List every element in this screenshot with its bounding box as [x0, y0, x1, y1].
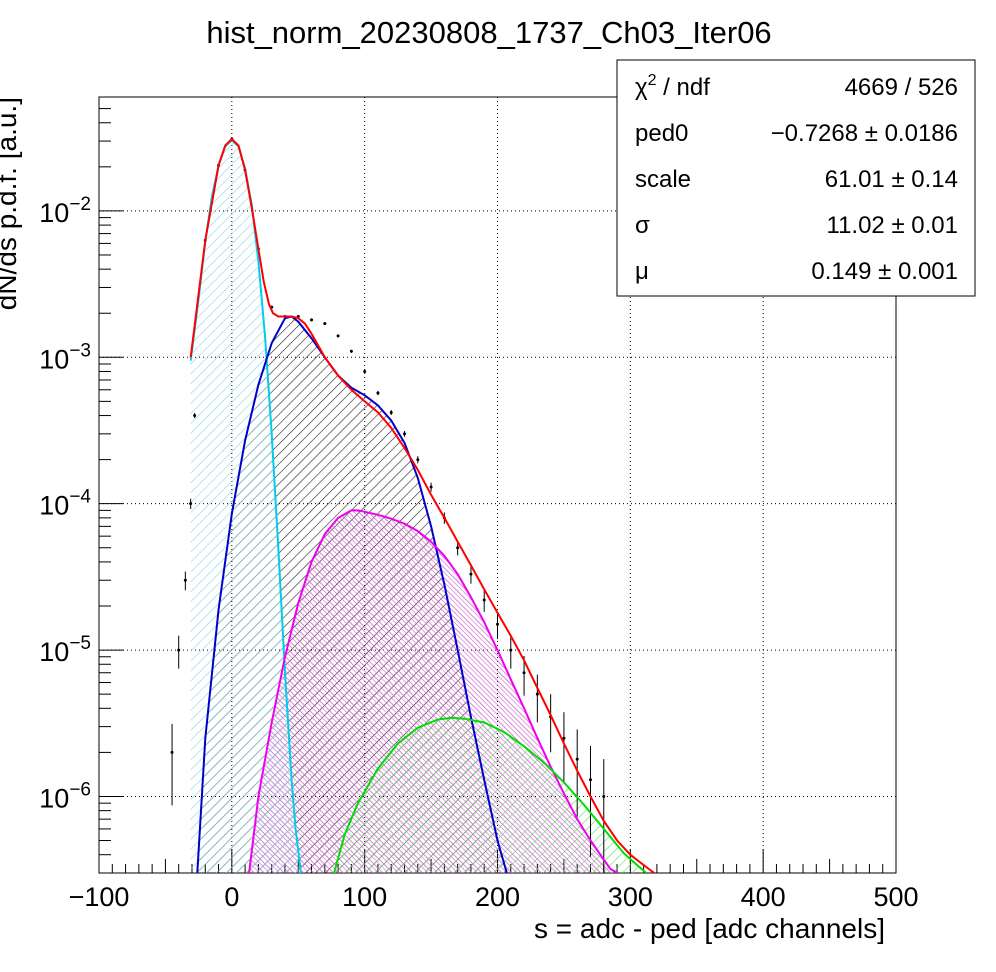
y-tick-label: 10−4: [39, 487, 91, 521]
stats-label-text: μ: [635, 258, 649, 285]
data-point: [469, 572, 473, 576]
data-point: [363, 369, 367, 373]
fit-stats-box: χ2 / ndf 4669 / 526 ped0 −0.7268 ± 0.0186 sc…: [616, 59, 976, 297]
data-point: [588, 778, 592, 782]
data-point: [416, 458, 420, 462]
stats-label: χ2 / ndf: [635, 72, 710, 101]
fit-curve-3: [248, 509, 618, 873]
stats-value: −0.7268 ± 0.0186: [771, 120, 958, 147]
x-axis-title: s = adc - ped [adc channels]: [534, 913, 885, 944]
y-tick-exponent: −4: [69, 487, 91, 508]
x-tick-label: 200: [475, 882, 520, 912]
data-point: [509, 648, 513, 652]
x-tick-label: 400: [741, 882, 786, 912]
data-point: [376, 391, 380, 395]
y-tick-exponent: −2: [69, 194, 91, 215]
data-point: [183, 578, 187, 582]
x-tick-label: 300: [608, 882, 653, 912]
y-tick-base: 10: [39, 783, 69, 813]
data-point: [336, 334, 340, 338]
y-tick-label: 10−6: [39, 779, 91, 813]
data-point: [310, 318, 314, 322]
stats-label-sup: 2: [648, 72, 657, 89]
data-point: [189, 502, 193, 506]
data-point: [323, 322, 327, 326]
data-point: [562, 736, 566, 740]
stats-label: ped0: [635, 120, 688, 147]
y-tick-label: 10−5: [39, 633, 91, 667]
data-point: [482, 598, 486, 602]
data-point: [575, 757, 579, 761]
data-point: [389, 410, 393, 414]
fit-curve-4: [333, 716, 647, 873]
stats-label: μ: [635, 258, 649, 285]
data-point: [602, 794, 606, 798]
y-tick-base: 10: [39, 198, 69, 228]
x-tick-label: 0: [224, 882, 239, 912]
stats-label: scale: [635, 166, 691, 193]
stats-value: 11.02 ± 0.01: [827, 212, 959, 239]
data-point: [496, 622, 499, 626]
component-area-1: [190, 140, 301, 873]
stats-label-text: ped0: [635, 120, 688, 147]
x-tick-label: 500: [873, 882, 918, 912]
data-point: [170, 750, 174, 754]
data-point: [193, 414, 197, 418]
stats-label-text: σ: [635, 212, 650, 239]
y-tick-base: 10: [39, 344, 69, 374]
y-tick-exponent: −6: [69, 779, 91, 800]
data-point: [522, 671, 526, 675]
stats-label-text: scale: [635, 166, 691, 193]
data-point: [403, 432, 407, 436]
x-tick-label: −100: [69, 882, 130, 912]
stats-value: 0.149 ± 0.001: [811, 258, 958, 285]
data-point: [349, 349, 353, 353]
stats-label-text: χ: [635, 74, 648, 101]
data-point: [456, 546, 460, 550]
stats-value: 61.01 ± 0.14: [825, 166, 958, 193]
stats-label: σ: [635, 212, 650, 239]
y-tick-exponent: −3: [69, 340, 91, 361]
plot-area: [170, 137, 655, 873]
fit-curve-0: [189, 137, 655, 873]
stats-box-frame: [616, 59, 976, 297]
y-axis-title: dN/ds p.d.f. [a.u.]: [0, 97, 22, 310]
stats-label-rest: / ndf: [657, 74, 711, 101]
data-point: [535, 692, 539, 696]
stats-value: 4669 / 526: [845, 74, 958, 101]
y-tick-label: 10−3: [39, 340, 91, 374]
y-tick-label: 10−2: [39, 194, 91, 228]
component-area-4: [334, 717, 647, 873]
data-point: [177, 648, 181, 652]
data-point: [429, 485, 433, 489]
y-tick-base: 10: [39, 637, 69, 667]
chart-title: hist_norm_20230808_1737_Ch03_Iter06: [206, 15, 771, 50]
x-tick-label: 100: [342, 882, 387, 912]
y-tick-base: 10: [39, 491, 69, 521]
y-tick-exponent: −5: [69, 633, 91, 654]
